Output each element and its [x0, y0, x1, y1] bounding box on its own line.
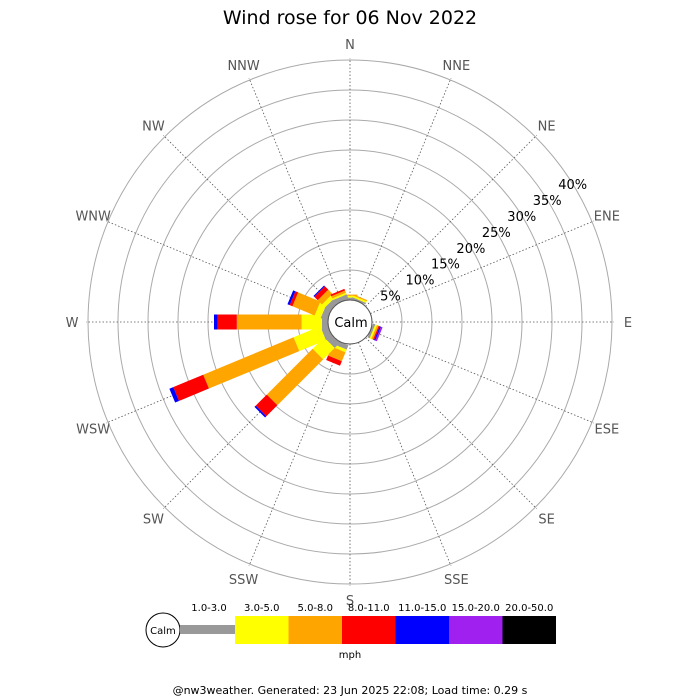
bar-segment-wnw-4 — [287, 290, 296, 306]
legend-label: 11.0-15.0 — [398, 603, 446, 614]
radial-tick-label: 40% — [558, 178, 587, 193]
bar-segment-ese-5 — [375, 326, 383, 342]
direction-label: S — [346, 594, 354, 609]
chart-title: Wind rose for 06 Nov 2022 — [223, 7, 477, 29]
bar-segment-sw-1 — [312, 337, 335, 360]
legend-label: 15.0-20.0 — [452, 603, 500, 614]
direction-label: E — [624, 316, 632, 331]
wind-bars — [169, 285, 383, 418]
bar-segment-nnw-3 — [330, 288, 346, 297]
direction-label: SSE — [444, 573, 469, 588]
direction-labels: N NNE NE ENE E ESE SE SSE S SSW SW WSW W WNW NW NNW — [66, 38, 633, 609]
direction-label: NNW — [227, 59, 259, 74]
bar-segment-wnw-2 — [292, 292, 321, 316]
direction-label: SE — [538, 513, 554, 528]
calm-label: Calm — [334, 316, 367, 331]
bar-segment-nne-1 — [352, 295, 367, 303]
bar-segment-wsw-2 — [203, 337, 300, 389]
direction-spoke — [163, 135, 335, 307]
direction-spoke — [248, 77, 342, 302]
radial-tick-label: 15% — [431, 258, 460, 273]
bar-segment-nne-2 — [352, 294, 368, 302]
bar-segment-ese-1 — [369, 324, 378, 339]
radial-tick-label: 35% — [533, 194, 562, 209]
legend-swatch — [342, 616, 396, 644]
bar-segment-ese-2 — [371, 325, 379, 340]
direction-spoke — [358, 342, 452, 567]
bar-segment-sw-4 — [254, 405, 267, 418]
direction-label: SW — [143, 513, 164, 528]
legend-swatch — [235, 616, 289, 644]
legend-label: 3.0-5.0 — [244, 603, 279, 614]
direction-label: N — [345, 38, 355, 53]
direction-spoke — [365, 337, 537, 509]
bar-segment-ese-0 — [367, 323, 376, 339]
bar-segment-ssw-2 — [327, 346, 346, 362]
radial-tick-label: 10% — [406, 274, 435, 289]
legend-swatch — [288, 616, 342, 644]
bar-segment-w-3 — [217, 314, 237, 330]
legend-swatch — [502, 616, 556, 644]
radial-tick-label: 30% — [507, 210, 536, 225]
bar-segment-nw-3 — [314, 286, 329, 301]
bar-segment-w-4 — [214, 314, 218, 330]
calm-circle: Calm — [327, 299, 373, 345]
bar-segment-ese-4 — [374, 326, 381, 341]
legend-units: mph — [339, 650, 361, 661]
direction-label: NNE — [443, 59, 471, 74]
bar-segment-ssw-3 — [326, 355, 342, 366]
bar-segment-wnw-3 — [289, 291, 299, 307]
bar-segment-sw-2 — [266, 348, 324, 406]
direction-label: WSW — [76, 422, 110, 437]
bar-segment-sw-3 — [255, 394, 278, 417]
grid-ring — [87, 59, 613, 585]
bar-segment-nw-4 — [313, 285, 325, 297]
grid-ring — [177, 149, 523, 495]
radial-tick-labels: 5% 10%15%20%25%30%35%40% — [380, 178, 587, 304]
direction-label: ENE — [594, 210, 620, 225]
direction-label: NW — [142, 119, 165, 134]
radial-tick-label: 25% — [482, 226, 511, 241]
legend-label: 20.0-50.0 — [505, 603, 553, 614]
bar-segment-w-1 — [301, 314, 322, 330]
direction-label: NE — [538, 119, 556, 134]
footer-text: @nw3weather. Generated: 23 Jun 2025 22:0… — [173, 684, 528, 697]
direction-spoke — [370, 330, 595, 424]
bar-segment-wsw-1 — [293, 326, 326, 352]
legend-label: 5.0-8.0 — [298, 603, 333, 614]
legend-label: 8.0-11.0 — [348, 603, 390, 614]
legend-label: 1.0-3.0 — [191, 603, 226, 614]
direction-label: ESE — [594, 422, 619, 437]
bar-segment-nnw-0 — [332, 294, 349, 305]
bar-segment-wsw-4 — [169, 387, 179, 403]
legend-calm-label: Calm — [150, 626, 176, 637]
bar-segment-nnw-1 — [332, 292, 347, 301]
direction-label: WNW — [75, 210, 111, 225]
direction-label: SSW — [229, 573, 259, 588]
radial-tick-label: 5% — [380, 289, 401, 304]
radial-tick-label: 20% — [456, 242, 485, 257]
bar-segment-w-2 — [236, 314, 302, 330]
bar-segment-nnw-2 — [331, 290, 346, 299]
direction-label: W — [66, 316, 79, 331]
legend: Calm 1.0-3.0 3.0-5.0 5.0-8.0 8.0-11.0 11.0-1… — [145, 603, 556, 661]
bar-segment-nw-2 — [317, 289, 333, 305]
legend-swatch — [395, 616, 449, 644]
legend-swatch — [180, 625, 235, 634]
bar-segment-wsw-3 — [173, 374, 209, 401]
bar-segment-ese-3 — [372, 325, 380, 341]
bar-segment-nne-0 — [351, 297, 367, 305]
legend-swatch — [449, 616, 503, 644]
